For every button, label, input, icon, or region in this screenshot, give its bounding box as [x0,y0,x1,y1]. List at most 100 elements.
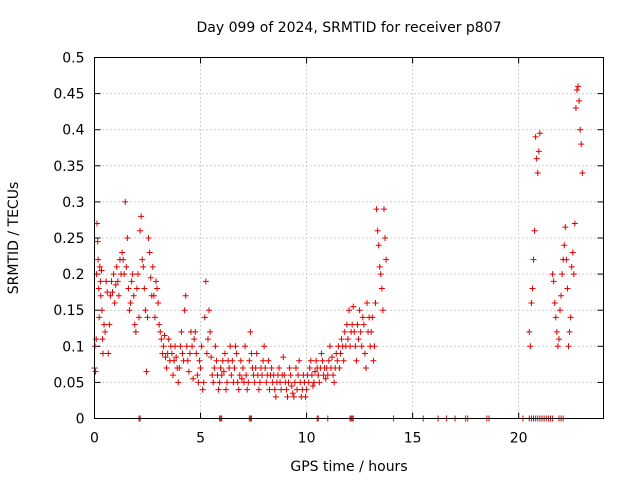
grid [94,57,604,419]
data-point [260,357,267,364]
data-point [291,379,298,386]
data-point [360,321,367,328]
y-tick-label: 0.4 [62,123,84,139]
data-point [217,364,224,371]
data-point [141,285,148,292]
data-point [285,379,292,386]
data-point [132,328,139,335]
data-point [259,372,266,379]
data-point [219,357,226,364]
data-point [95,285,102,292]
data-point [373,206,380,213]
data-point [361,350,368,357]
data-point [127,299,134,306]
data-point [350,303,357,310]
data-point [530,256,537,263]
data-point [111,299,118,306]
x-tick-label: 10 [298,431,316,447]
data-point [376,263,383,270]
data-point [173,354,180,361]
data-point [356,307,363,314]
data-point [229,357,236,364]
y-tick-label: 0.05 [53,375,84,391]
data-point [379,307,386,314]
data-point [239,364,246,371]
data-point [325,357,332,364]
data-point [158,336,165,343]
data-point [377,271,384,278]
data-point [271,386,278,393]
data-point [359,314,366,321]
data-point [107,292,114,299]
data-point [340,357,347,364]
data-point [370,357,377,364]
data-point [315,372,322,379]
chart-title: Day 099 of 2024, SRMTID for receiver p80… [196,20,501,36]
data-point [358,343,365,350]
data-point [232,343,239,350]
data-point [236,372,243,379]
data-point [123,263,130,270]
data-point [147,274,154,281]
data-point [528,299,535,306]
data-point [276,364,283,371]
data-points [91,83,586,422]
y-tick-label: 0.1 [62,339,84,355]
data-point [142,307,149,314]
data-point [231,364,238,371]
data-point [119,249,126,256]
data-point [292,364,299,371]
data-point [156,321,163,328]
data-point [160,343,167,350]
data-point [138,213,145,220]
data-point [576,97,583,104]
data-point [533,155,540,162]
data-point [143,368,150,375]
data-point [526,328,533,335]
data-point [375,242,382,249]
data-point [566,328,573,335]
data-point [109,289,116,296]
data-point [169,372,176,379]
data-point [112,281,119,288]
data-point [557,307,564,314]
data-point [572,105,579,112]
data-point [157,328,164,335]
data-point [575,83,582,90]
x-tick-label: 5 [196,431,205,447]
data-point [554,343,561,350]
data-point [355,336,362,343]
data-point [272,393,279,400]
y-tick-label: 0.35 [53,159,84,175]
data-point [351,328,358,335]
data-point [305,379,312,386]
data-point [288,383,295,390]
data-point [131,321,138,328]
data-point [277,379,284,386]
data-point [570,271,577,278]
data-point [309,383,316,390]
data-point [357,328,364,335]
data-point [550,278,557,285]
data-point [175,379,182,386]
data-point [303,386,310,393]
data-point [144,314,151,321]
axis-ticks: 0 0.05 0.1 0.15 0.2 0.25 0.3 0.35 0.4 0.45 0.5 0 5 10… [53,51,604,447]
data-point [106,321,113,328]
data-point [199,386,206,393]
data-point [341,328,348,335]
data-point [163,364,170,371]
data-point [105,350,112,357]
data-point [113,263,120,270]
data-point [210,379,217,386]
data-point [110,271,117,278]
data-point [349,321,356,328]
data-point [565,343,572,350]
data-point [563,256,570,263]
data-point [162,354,169,361]
data-point [134,271,141,278]
y-tick-label: 0 [76,412,85,428]
data-point [552,314,559,321]
data-point [268,364,275,371]
y-tick-label: 0.3 [62,195,84,211]
